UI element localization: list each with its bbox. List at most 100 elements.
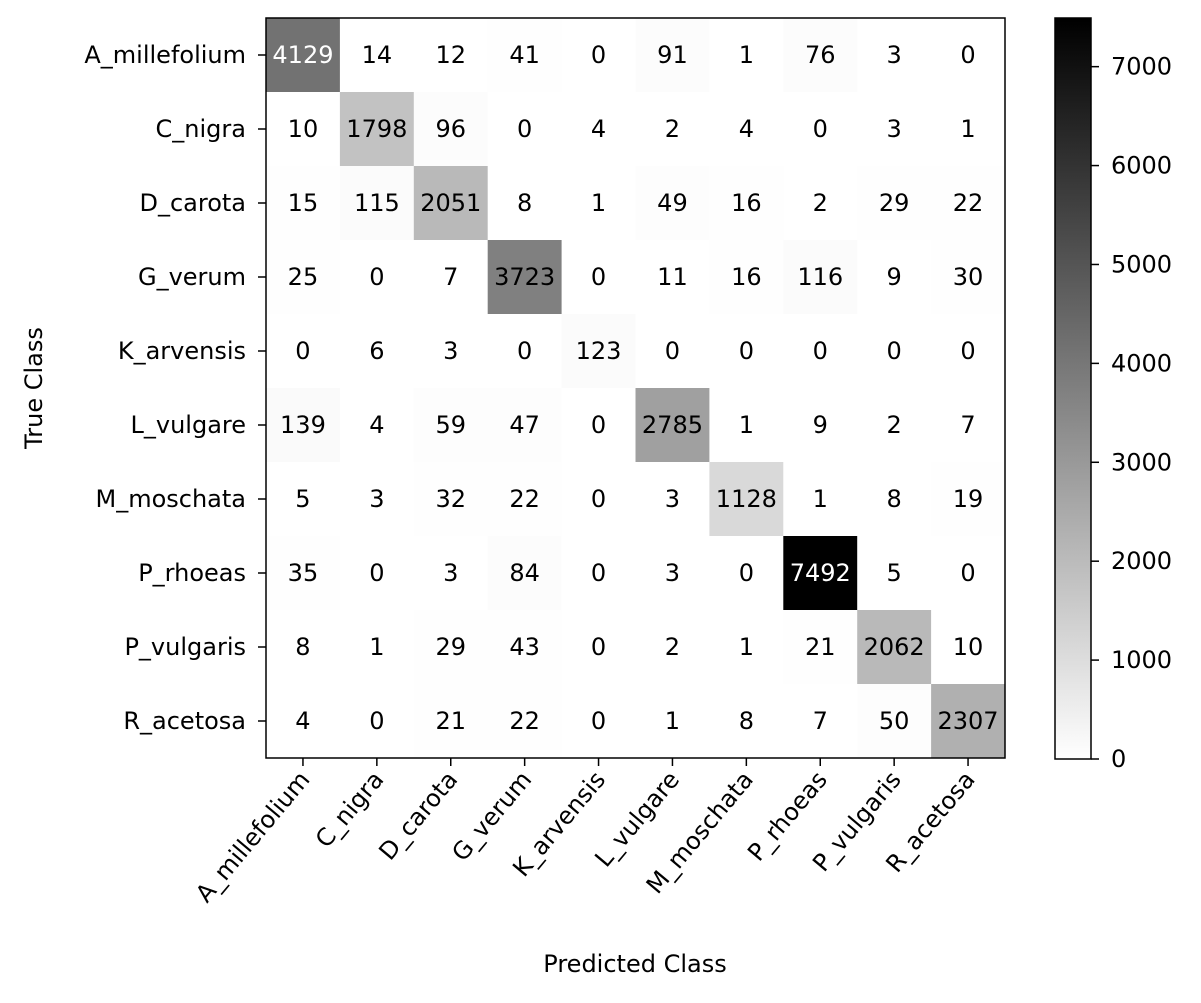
heatmap-cell bbox=[783, 166, 858, 241]
cell-value-label: 7 bbox=[813, 707, 828, 735]
heatmap-cell bbox=[931, 92, 1006, 167]
heatmap-cell bbox=[635, 388, 710, 463]
plot-frame bbox=[265, 17, 1006, 759]
cell-value-label: 91 bbox=[657, 41, 688, 69]
heatmap-cell bbox=[413, 610, 489, 685]
y-tick-label: P_vulgaris bbox=[124, 633, 246, 661]
cell-value-label: 0 bbox=[739, 559, 754, 587]
heatmap-cell bbox=[487, 536, 563, 611]
heatmap-cell bbox=[413, 388, 489, 463]
heatmap-cell bbox=[339, 388, 415, 463]
cell-value-label: 2 bbox=[813, 189, 828, 217]
cell-value-label: 22 bbox=[953, 189, 984, 217]
heatmap-cell bbox=[857, 684, 932, 759]
cell-value-label: 14 bbox=[362, 41, 393, 69]
cell-value-label: 3 bbox=[443, 337, 458, 365]
heatmap-cell bbox=[413, 92, 489, 167]
cell-value-label: 0 bbox=[295, 337, 310, 365]
cell-value-label: 2 bbox=[887, 411, 902, 439]
heatmap-cell bbox=[266, 92, 341, 167]
heatmap-cell bbox=[413, 536, 489, 611]
heatmap-cell bbox=[709, 536, 784, 611]
heatmap-cell bbox=[266, 462, 341, 537]
cell-value-label: 116 bbox=[797, 263, 843, 291]
heatmap-cell bbox=[561, 610, 636, 685]
y-axis: A_millefolium C_nigra D_carota G_verum K_arv… bbox=[84, 41, 266, 735]
heatmap-cell bbox=[709, 92, 784, 167]
cell-value-label: 5 bbox=[295, 485, 310, 513]
heatmap-cell bbox=[709, 314, 784, 389]
cell-value-label: 1 bbox=[739, 411, 754, 439]
heatmap-cell bbox=[487, 18, 563, 93]
cell-value-label: 22 bbox=[509, 707, 540, 735]
heatmap-cell bbox=[931, 462, 1006, 537]
cell-value-label: 76 bbox=[805, 41, 836, 69]
heatmap-cell bbox=[857, 166, 932, 241]
cell-value-label: 7 bbox=[443, 263, 458, 291]
heatmap-cell bbox=[709, 388, 784, 463]
cell-value-label: 0 bbox=[813, 337, 828, 365]
cell-value-label: 3 bbox=[887, 115, 902, 143]
cell-value-label: 2 bbox=[665, 115, 680, 143]
cell-value-label: 3723 bbox=[494, 263, 555, 291]
cell-value-label: 0 bbox=[960, 41, 975, 69]
heatmap-cell bbox=[339, 610, 415, 685]
heatmap-cell bbox=[561, 536, 636, 611]
cell-value-label: 0 bbox=[369, 263, 384, 291]
x-axis-label: Predicted Class bbox=[543, 950, 726, 978]
colorbar-tick-label: 4000 bbox=[1111, 349, 1172, 377]
y-tick-label: G_verum bbox=[138, 263, 246, 291]
cell-value-label: 84 bbox=[509, 559, 540, 587]
heatmap-cell bbox=[635, 462, 710, 537]
heatmap-cell bbox=[413, 240, 489, 315]
cell-value-label: 96 bbox=[435, 115, 466, 143]
cell-value-label: 4 bbox=[369, 411, 384, 439]
heatmap-cell bbox=[561, 92, 636, 167]
heatmap-cell bbox=[413, 166, 489, 241]
y-tick-label: L_vulgare bbox=[131, 411, 247, 439]
cell-value-label: 3 bbox=[665, 559, 680, 587]
heatmap-cell bbox=[857, 610, 932, 685]
cell-value-label: 19 bbox=[953, 485, 984, 513]
heatmap-cell bbox=[783, 610, 858, 685]
heatmap-cell bbox=[931, 536, 1006, 611]
cell-value-label: 0 bbox=[813, 115, 828, 143]
cell-value-label: 35 bbox=[288, 559, 319, 587]
heatmap-cell bbox=[931, 684, 1006, 759]
heatmap-cell bbox=[487, 462, 563, 537]
cell-value-label: 0 bbox=[591, 485, 606, 513]
cell-value-label: 2062 bbox=[864, 633, 925, 661]
heatmap-cell bbox=[709, 610, 784, 685]
cell-value-label: 1 bbox=[369, 633, 384, 661]
heatmap-cell bbox=[931, 166, 1006, 241]
cell-value-label: 3 bbox=[369, 485, 384, 513]
heatmap-cell bbox=[487, 388, 563, 463]
y-axis-label: True Class bbox=[20, 327, 48, 450]
heatmap-cell bbox=[635, 536, 710, 611]
x-tick-label: C_nigra bbox=[310, 766, 390, 853]
heatmap-cell bbox=[339, 314, 415, 389]
heatmap-cell bbox=[635, 166, 710, 241]
y-tick-label: C_nigra bbox=[156, 115, 246, 143]
heatmap-cell bbox=[709, 462, 784, 537]
heatmap-cell bbox=[413, 314, 489, 389]
heatmap-cell bbox=[709, 240, 784, 315]
cell-value-label: 2307 bbox=[938, 707, 999, 735]
cell-value-label: 0 bbox=[591, 633, 606, 661]
heatmap-cell bbox=[266, 536, 341, 611]
cell-value-label: 2785 bbox=[642, 411, 703, 439]
heatmap-cell bbox=[783, 388, 858, 463]
cell-value-label: 0 bbox=[591, 263, 606, 291]
heatmap-cell bbox=[635, 240, 710, 315]
cell-value-label: 0 bbox=[591, 411, 606, 439]
heatmap-cell bbox=[931, 18, 1006, 93]
heatmap-cell bbox=[487, 240, 563, 315]
heatmap-cell bbox=[783, 314, 858, 389]
cell-value-label: 0 bbox=[739, 337, 754, 365]
heatmap-cell bbox=[561, 166, 636, 241]
heatmap-cell bbox=[709, 166, 784, 241]
cell-value-label: 0 bbox=[517, 337, 532, 365]
colorbar-tick-label: 3000 bbox=[1111, 448, 1172, 476]
y-tick-label: R_acetosa bbox=[123, 707, 246, 735]
